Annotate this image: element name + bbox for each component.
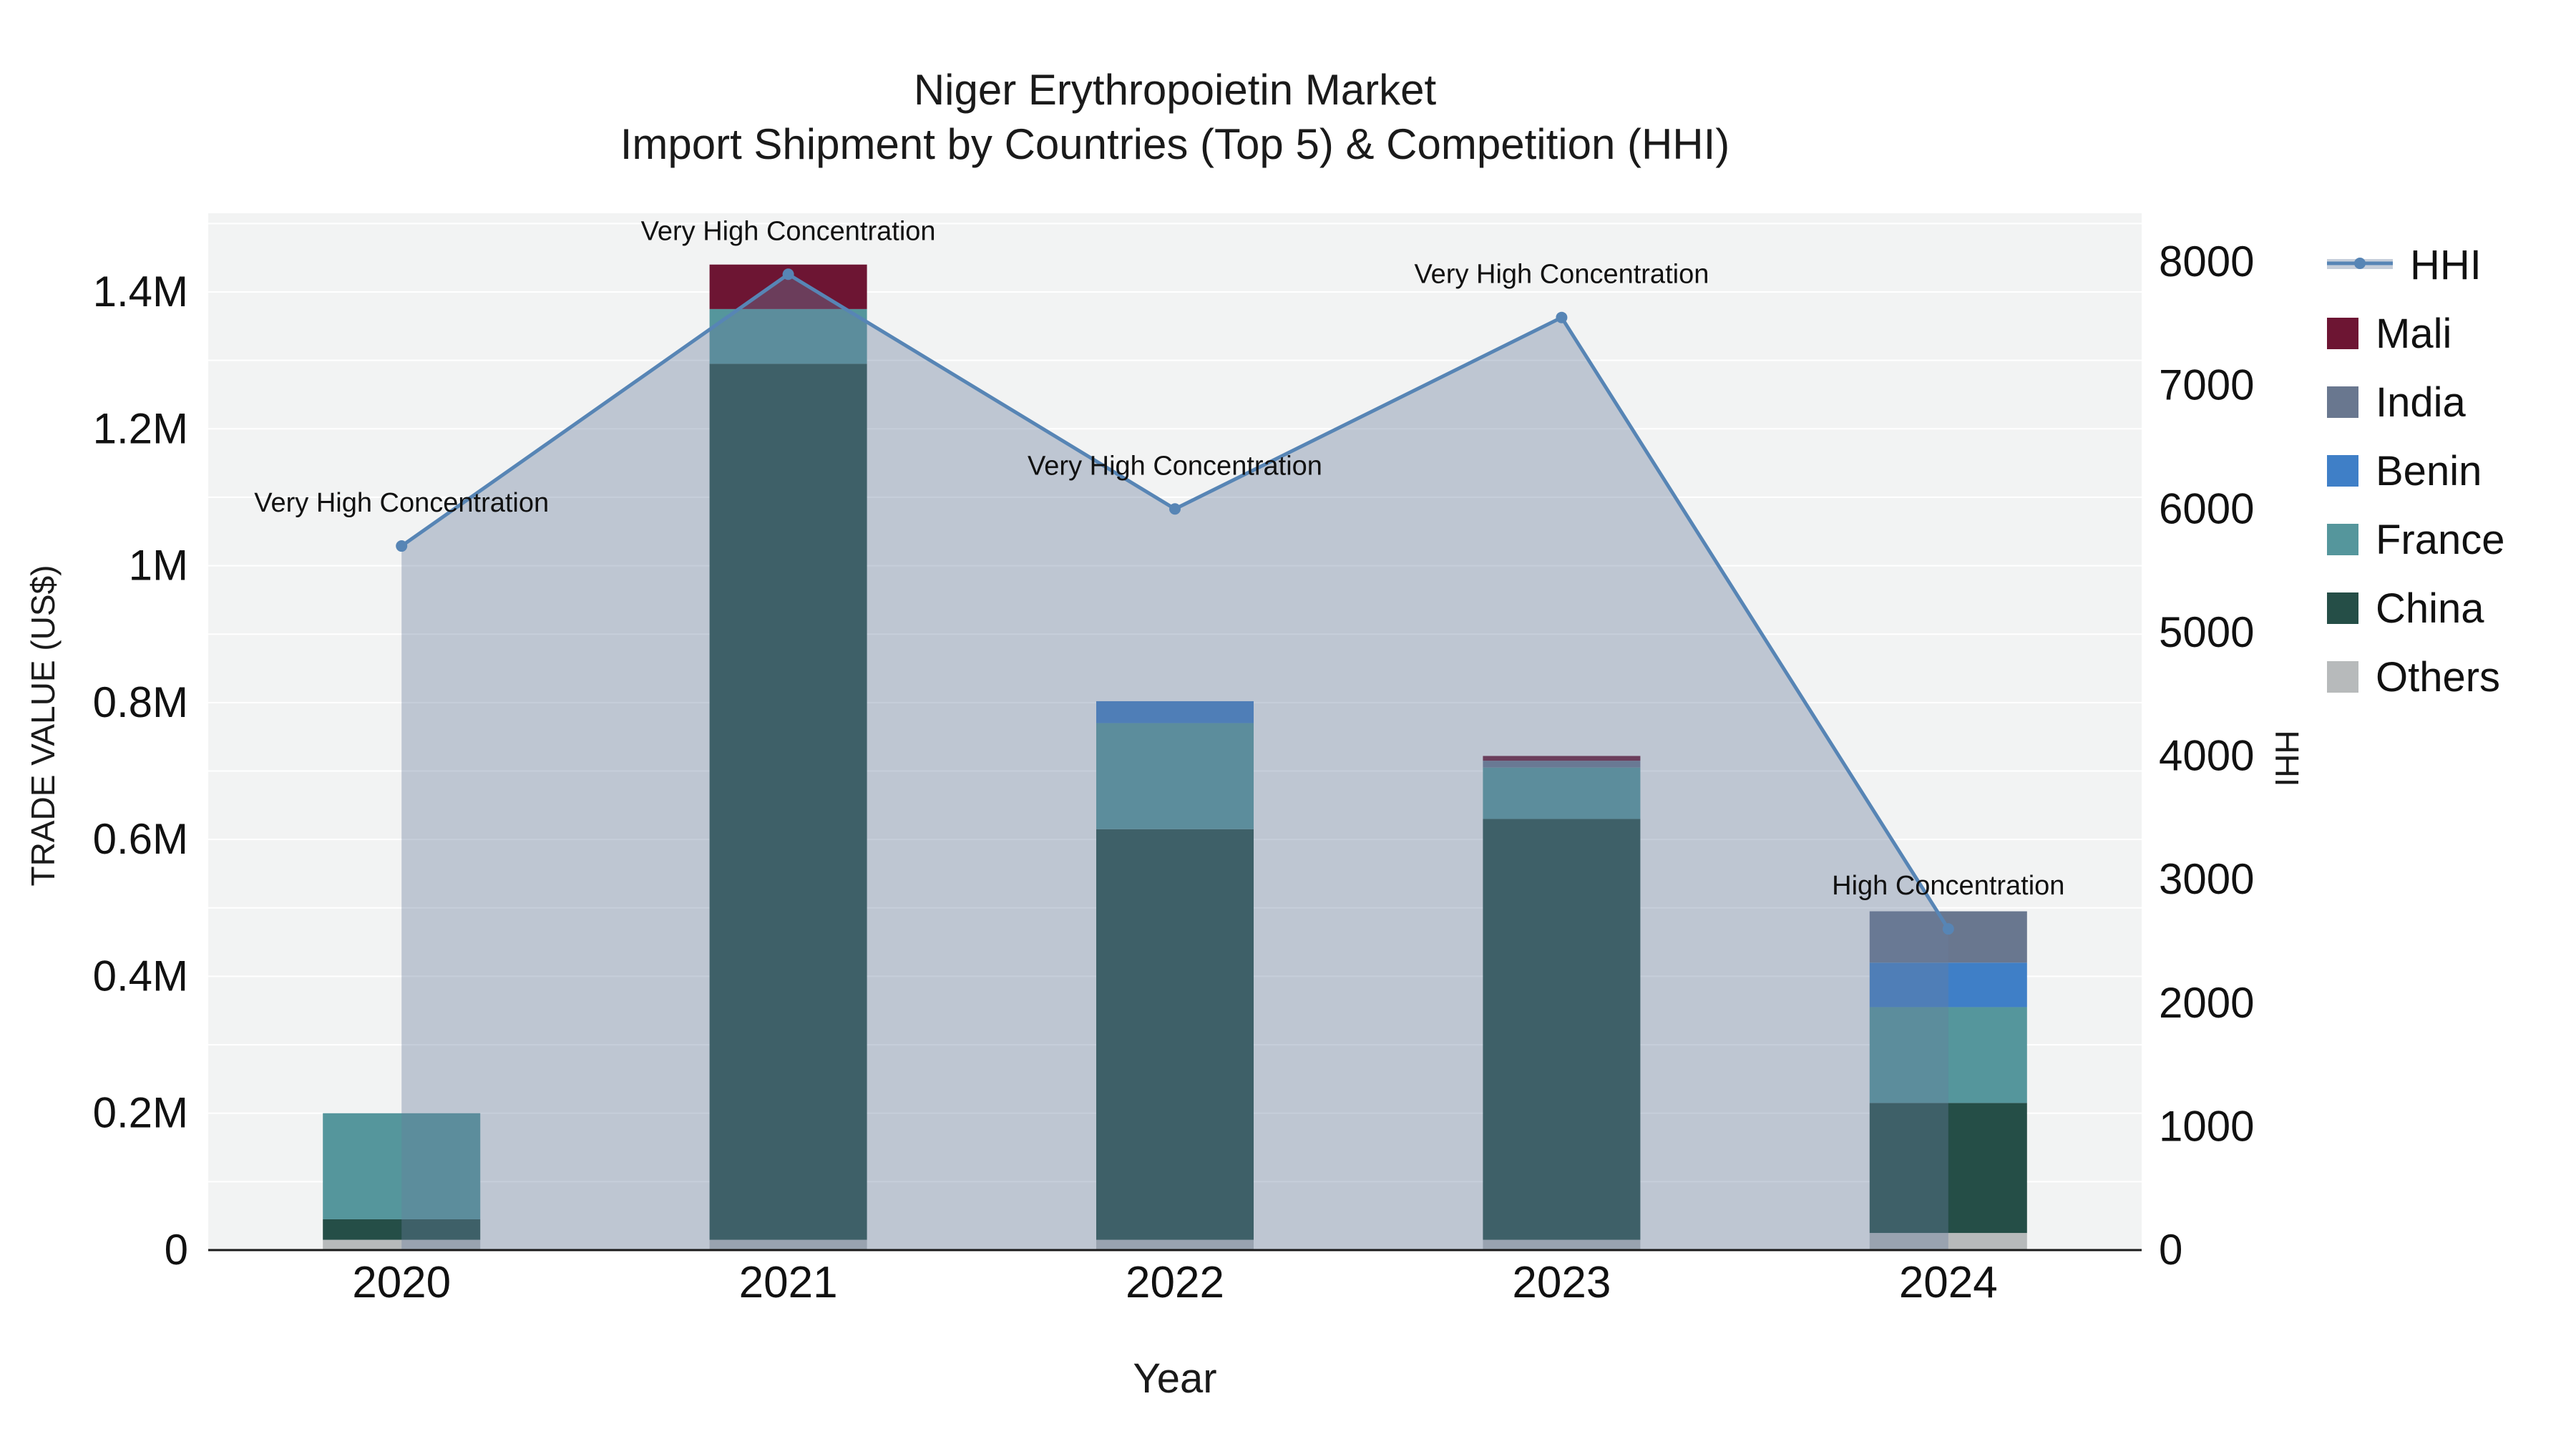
y-right-tick-1000: 1000 <box>2159 1102 2254 1150</box>
bar-others-2021 <box>709 1239 867 1250</box>
annotation-2023: Very High Concentration <box>1414 260 1709 290</box>
y-left-tick-0: 0 <box>165 1226 188 1274</box>
bar-china-2020 <box>323 1219 481 1240</box>
legend-label: Others <box>2376 653 2501 701</box>
bar-france-2022 <box>1096 723 1254 829</box>
y-right-tick-3000: 3000 <box>2159 855 2254 903</box>
legend-item-others: Others <box>2327 643 2505 711</box>
legend-label: Mali <box>2376 310 2452 357</box>
annotation-2024: High Concentration <box>1832 871 2064 901</box>
legend-item-france: France <box>2327 505 2505 574</box>
annotation-2020: Very High Concentration <box>254 488 549 518</box>
y-right-tick-8000: 8000 <box>2159 238 2254 286</box>
hhi-area-fill <box>401 274 1948 1251</box>
chart-title-line2: Import Shipment by Countries (Top 5) & C… <box>620 120 1730 168</box>
legend-swatch-icon <box>2327 455 2358 487</box>
bar-mali-2023 <box>1483 756 1641 761</box>
bar-china-2023 <box>1483 819 1641 1240</box>
bar-india-2023 <box>1483 761 1641 768</box>
x-axis-label: Year <box>1133 1355 1217 1402</box>
y-left-tick-0.6M: 0.6M <box>93 815 188 863</box>
x-tick-2022: 2022 <box>1126 1258 1224 1307</box>
y-left-tick-1.2M: 1.2M <box>93 404 188 452</box>
bar-india-2024 <box>1869 911 2027 963</box>
bar-china-2024 <box>1869 1103 2027 1234</box>
y-axis-left-label: TRADE VALUE (US$) <box>24 565 62 887</box>
bar-others-2023 <box>1483 1239 1641 1250</box>
bar-benin-2022 <box>1096 701 1254 723</box>
bar-benin-2024 <box>1869 962 2027 1008</box>
legend-label: France <box>2376 516 2505 563</box>
legend-item-india: India <box>2327 368 2505 436</box>
x-tick-2020: 2020 <box>352 1258 451 1307</box>
hhi-marker-2023 <box>1556 311 1568 323</box>
bar-china-2021 <box>709 364 867 1240</box>
y-right-tick-7000: 7000 <box>2159 361 2254 409</box>
legend-label: Benin <box>2376 447 2482 494</box>
bar-others-2024 <box>1869 1233 2027 1250</box>
hhi-line-swatch-icon <box>2327 248 2393 283</box>
hhi-marker-2022 <box>1169 503 1181 515</box>
x-tick-2024: 2024 <box>1899 1258 1998 1307</box>
y-left-tick-0.8M: 0.8M <box>93 678 188 726</box>
legend-item-mali: Mali <box>2327 299 2505 368</box>
y-left-tick-0.2M: 0.2M <box>93 1089 188 1137</box>
y-left-tick-1M: 1M <box>129 542 188 590</box>
legend-swatch-icon <box>2327 592 2358 624</box>
bar-others-2022 <box>1096 1239 1254 1250</box>
x-tick-2021: 2021 <box>739 1258 838 1307</box>
legend-item-hhi: HHI <box>2327 230 2505 299</box>
legend-swatch-icon <box>2327 386 2358 418</box>
legend-swatch-icon <box>2327 524 2358 555</box>
legend-swatch-icon <box>2327 318 2358 349</box>
legend-swatch-icon <box>2327 661 2358 693</box>
y-axis-right-label: HHI <box>2268 730 2306 787</box>
y-right-tick-2000: 2000 <box>2159 979 2254 1027</box>
legend-item-china: China <box>2327 574 2505 643</box>
y-right-tick-4000: 4000 <box>2159 732 2254 780</box>
legend-label: China <box>2376 585 2484 632</box>
bar-france-2023 <box>1483 767 1641 819</box>
legend: HHI Mali India Benin France China Others <box>2327 230 2505 711</box>
legend-label: HHI <box>2410 241 2482 288</box>
legend-label: India <box>2376 379 2466 426</box>
hhi-marker-2021 <box>782 268 794 280</box>
annotation-2021: Very High Concentration <box>641 216 936 246</box>
legend-item-benin: Benin <box>2327 436 2505 505</box>
y-left-tick-0.4M: 0.4M <box>93 952 188 1000</box>
bar-france-2021 <box>709 308 867 364</box>
bar-china-2022 <box>1096 829 1254 1240</box>
bar-france-2020 <box>323 1113 481 1219</box>
y-right-tick-0: 0 <box>2159 1226 2182 1274</box>
bar-france-2024 <box>1869 1007 2027 1103</box>
chart-title-line1: Niger Erythropoietin Market <box>913 66 1437 114</box>
chart-title: Niger Erythropoietin Market Import Shipm… <box>208 63 2142 172</box>
hhi-marker-2024 <box>1942 923 1954 935</box>
y-right-tick-5000: 5000 <box>2159 608 2254 656</box>
bar-others-2020 <box>323 1239 481 1250</box>
y-right-tick-6000: 6000 <box>2159 484 2254 532</box>
x-tick-2023: 2023 <box>1512 1258 1611 1307</box>
hhi-marker-2020 <box>396 540 408 552</box>
annotation-2022: Very High Concentration <box>1028 451 1322 481</box>
y-left-tick-1.4M: 1.4M <box>93 268 188 316</box>
